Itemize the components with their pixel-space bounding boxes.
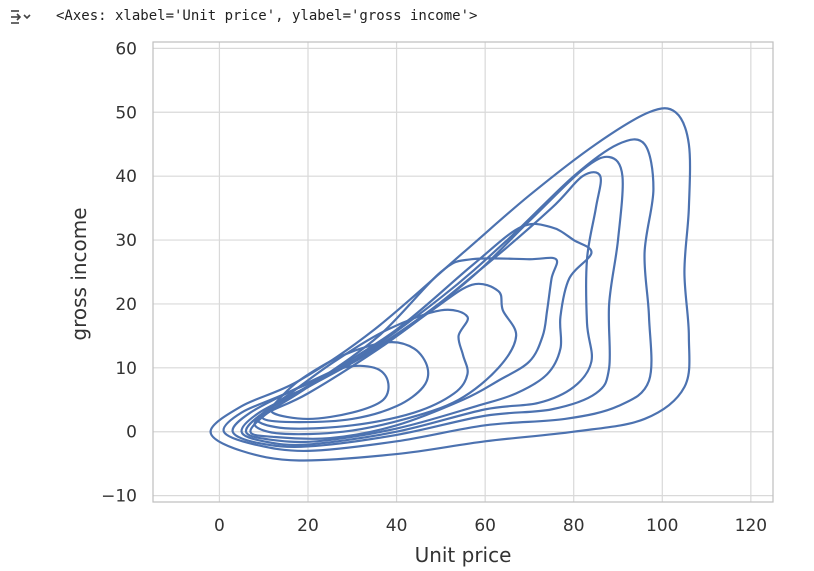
y-tick-label: −10 <box>101 487 137 507</box>
cell-output-text: <Axes: xlabel='Unit price', ylabel='gros… <box>56 8 478 24</box>
x-tick-label: 0 <box>214 516 225 536</box>
contour-line-1 <box>209 107 692 462</box>
contour-line-8 <box>256 308 469 430</box>
y-tick-label: 40 <box>115 167 137 187</box>
x-axis-label: Unit price <box>415 543 512 567</box>
contour-lines <box>209 107 692 462</box>
contour-line-6 <box>249 256 559 440</box>
y-axis-label: gross income <box>67 207 91 340</box>
x-tick-label: 20 <box>297 516 319 536</box>
cell-output-header: <Axes: xlabel='Unit price', ylabel='gros… <box>0 0 814 36</box>
y-tick-label: 20 <box>115 295 137 315</box>
x-tick-label: 80 <box>563 516 585 536</box>
plot-frame <box>152 41 774 503</box>
y-tick-label: 30 <box>115 231 137 251</box>
chart-area: 0 20 40 60 80 100 120 −10 0 10 20 30 40 50 60 Unit pr… <box>0 30 814 567</box>
kde-contour-chart: 0 20 40 60 80 100 120 −10 0 10 20 30 40 50 60 Unit pr… <box>67 39 774 567</box>
contour-line-2 <box>222 138 655 452</box>
x-tick-label: 60 <box>474 516 496 536</box>
x-tick-label: 120 <box>735 516 767 536</box>
contour-line-9 <box>261 340 430 424</box>
x-tick-label: 40 <box>386 516 408 536</box>
grid <box>153 42 773 502</box>
contour-line-10 <box>270 364 390 421</box>
contour-line-3 <box>231 155 624 448</box>
x-tick-labels: 0 20 40 60 80 100 120 <box>214 516 767 536</box>
output-expand-icon[interactable] <box>8 7 36 27</box>
y-tick-label: 50 <box>115 103 137 123</box>
y-tick-labels: −10 0 10 20 30 40 50 60 <box>101 39 137 506</box>
contour-line-5 <box>244 222 593 444</box>
y-tick-label: 60 <box>115 39 137 59</box>
x-tick-label: 100 <box>646 516 678 536</box>
y-tick-label: 0 <box>126 423 137 443</box>
contour-line-7 <box>253 282 518 436</box>
y-tick-label: 10 <box>115 359 137 379</box>
